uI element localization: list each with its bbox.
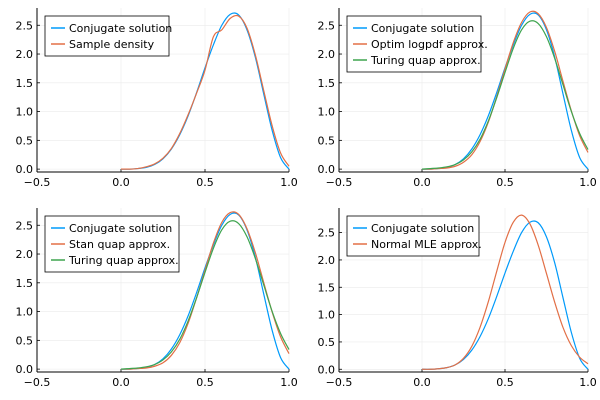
legend: Conjugate solution Optim logpdf approx. Tu… — [346, 15, 488, 73]
y-tick-label: 2.0 — [318, 48, 336, 61]
y-tick-label: 2.0 — [16, 248, 34, 261]
legend-box — [44, 15, 170, 57]
y-tick-label: 1.0 — [318, 106, 336, 119]
x-tick-label: 1.0 — [579, 176, 597, 189]
subplot-4: −0.5 0.0 0.5 1.00.00.51.01.52.02.5 Conjugate… — [318, 208, 597, 389]
x-tick-label: 1.0 — [280, 176, 298, 189]
legend: Conjugate solution Stan quap approx. Turin… — [44, 215, 180, 273]
y-tick-label: 1.5 — [16, 277, 34, 290]
y-tick-label: 2.0 — [318, 254, 336, 267]
x-tick-label: 0.5 — [196, 176, 214, 189]
subplot-2: −0.5 0.0 0.5 1.00.00.51.01.52.02.5 Conjugate… — [318, 8, 597, 189]
y-tick-label: 0.5 — [16, 134, 34, 147]
legend-box — [44, 215, 180, 273]
legend: Conjugate solution Sample density — [44, 15, 172, 57]
series-line-3 — [421, 20, 589, 170]
x-tick-label: 0.0 — [413, 376, 431, 389]
subplot-3: −0.5 0.0 0.5 1.00.00.51.01.52.02.5 Conjugate… — [16, 208, 298, 389]
legend-label-2: Stan quap approx. — [69, 238, 170, 251]
y-tick-label: 2.5 — [16, 19, 34, 32]
x-tick-label: 0.0 — [112, 376, 130, 389]
legend-label-1: Conjugate solution — [371, 222, 474, 235]
series-line-2 — [120, 211, 290, 370]
x-tick-label: 0.0 — [112, 176, 130, 189]
x-tick-label: 0.5 — [196, 376, 214, 389]
y-tick-label: 0.5 — [318, 134, 336, 147]
series-line-2 — [120, 14, 290, 170]
legend-label-2: Sample density — [69, 38, 155, 51]
legend-label-3: Turing quap approx. — [370, 54, 481, 67]
x-tick-label: −0.5 — [24, 376, 51, 389]
y-tick-label: 1.5 — [318, 77, 336, 90]
legend-label-3: Turing quap approx. — [68, 254, 179, 267]
series-line-3 — [120, 220, 290, 370]
x-tick-label: 0.5 — [496, 176, 514, 189]
series-line-2 — [421, 10, 589, 170]
y-tick-label: 0.0 — [16, 163, 34, 176]
subplot-1: −0.5 0.0 0.5 1.00.00.51.01.52.02.5 Conjugate… — [16, 8, 298, 189]
x-tick-label: 1.0 — [579, 376, 597, 389]
y-tick-label: 2.0 — [16, 48, 34, 61]
legend-box — [346, 15, 482, 73]
x-tick-label: 0.5 — [496, 376, 514, 389]
y-tick-label: 0.0 — [318, 363, 336, 376]
legend-label-1: Conjugate solution — [69, 22, 172, 35]
legend-label-2: Optim logpdf approx. — [371, 38, 488, 51]
legend-label-1: Conjugate solution — [69, 222, 172, 235]
y-tick-label: 0.0 — [16, 363, 34, 376]
legend: Conjugate solution Normal MLE approx. — [346, 215, 482, 257]
y-tick-label: 1.5 — [16, 77, 34, 90]
y-tick-label: 2.5 — [318, 227, 336, 240]
x-tick-label: −0.5 — [326, 176, 353, 189]
y-tick-label: 1.0 — [16, 106, 34, 119]
legend-box — [346, 215, 480, 257]
y-tick-label: 0.5 — [16, 334, 34, 347]
x-tick-label: 0.0 — [413, 176, 431, 189]
y-tick-label: 2.5 — [318, 19, 336, 32]
series-line-1 — [120, 12, 290, 170]
y-tick-label: 0.5 — [318, 336, 336, 349]
legend-label-1: Conjugate solution — [371, 22, 474, 35]
y-tick-label: 0.0 — [318, 163, 336, 176]
y-tick-label: 1.0 — [318, 309, 336, 322]
series-line-2 — [421, 214, 589, 370]
legend-label-2: Normal MLE approx. — [371, 238, 482, 251]
y-tick-label: 1.5 — [318, 281, 336, 294]
x-tick-label: −0.5 — [326, 376, 353, 389]
x-tick-label: 1.0 — [280, 376, 298, 389]
x-tick-label: −0.5 — [24, 176, 51, 189]
y-tick-label: 1.0 — [16, 306, 34, 319]
y-tick-label: 2.5 — [16, 219, 34, 232]
